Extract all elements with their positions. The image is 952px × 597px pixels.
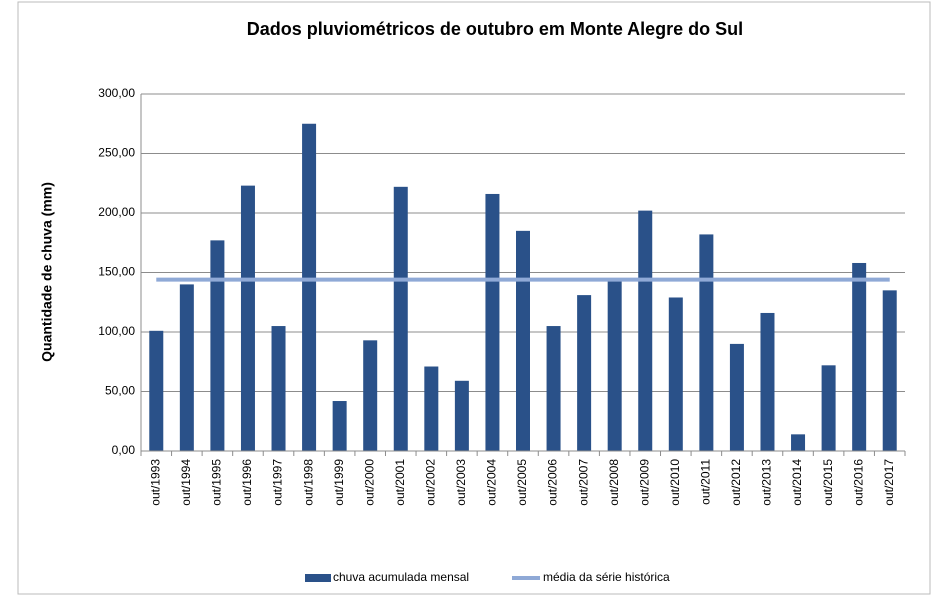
bar <box>149 330 164 451</box>
bar <box>638 210 653 451</box>
x-tick-label: out/2002 <box>423 459 437 506</box>
x-tick-label: out/2001 <box>393 459 407 506</box>
bar <box>791 434 806 451</box>
x-tick-label: out/2005 <box>515 459 529 506</box>
x-tick-label: out/2003 <box>454 459 468 506</box>
x-tick-label: out/2006 <box>546 459 560 506</box>
bar <box>546 326 561 451</box>
x-tick-label: out/2017 <box>882 459 896 506</box>
x-tick-label: out/1994 <box>179 459 193 506</box>
x-tick-label: out/2011 <box>699 459 713 505</box>
bar <box>363 340 378 451</box>
y-tick-label: 150,00 <box>98 265 135 279</box>
x-tick-label: out/2014 <box>790 459 804 506</box>
x-tick-label: out/2009 <box>637 459 651 506</box>
x-tick-label: out/1997 <box>271 459 285 506</box>
bar <box>302 123 317 451</box>
y-tick-label: 50,00 <box>105 384 135 398</box>
legend-label: chuva acumulada mensal <box>333 570 469 584</box>
bar <box>179 284 194 451</box>
bar <box>393 186 408 451</box>
bar <box>821 365 836 451</box>
x-tick-label: out/1995 <box>210 459 224 506</box>
legend-swatch <box>305 574 331 582</box>
bar <box>729 343 744 451</box>
y-tick-label: 200,00 <box>98 205 135 219</box>
bar <box>454 380 469 451</box>
bar <box>607 280 622 451</box>
x-tick-label: out/2008 <box>607 459 621 506</box>
bar <box>332 401 347 451</box>
bar <box>240 185 255 451</box>
x-tick-label: out/1996 <box>240 459 254 506</box>
x-tick-label: out/2012 <box>729 459 743 506</box>
x-tick-label: out/2013 <box>760 459 774 506</box>
bar <box>668 297 683 451</box>
bar <box>516 230 530 451</box>
bar <box>852 262 867 451</box>
bar <box>577 295 592 451</box>
x-tick-label: out/1993 <box>148 459 162 506</box>
bar <box>760 312 775 451</box>
bar <box>485 193 500 451</box>
x-tick-label: out/2004 <box>485 459 499 506</box>
legend-label: média da série histórica <box>543 570 670 584</box>
x-tick-label: out/2015 <box>821 459 835 506</box>
x-tick-label: out/1998 <box>301 459 315 506</box>
x-tick-label: out/1999 <box>332 459 346 506</box>
bar <box>882 290 897 451</box>
bar <box>271 326 286 451</box>
x-tick-label: out/2000 <box>362 459 376 506</box>
bar <box>699 234 714 451</box>
y-axis-label: Quantidade de chuva (mm) <box>39 182 55 362</box>
bar <box>424 366 439 451</box>
y-tick-label: 300,00 <box>98 86 135 100</box>
chart-frame <box>17 1 931 595</box>
y-tick-label: 100,00 <box>98 324 135 338</box>
x-tick-label: out/2010 <box>668 459 682 506</box>
x-tick-label: out/2016 <box>851 459 865 506</box>
x-tick-label: out/2007 <box>576 459 590 506</box>
bar <box>210 240 225 451</box>
y-tick-label: 250,00 <box>98 146 135 160</box>
chart-title: Dados pluviométricos de outubro em Monte… <box>247 19 743 39</box>
y-tick-label: 0,00 <box>112 443 136 457</box>
